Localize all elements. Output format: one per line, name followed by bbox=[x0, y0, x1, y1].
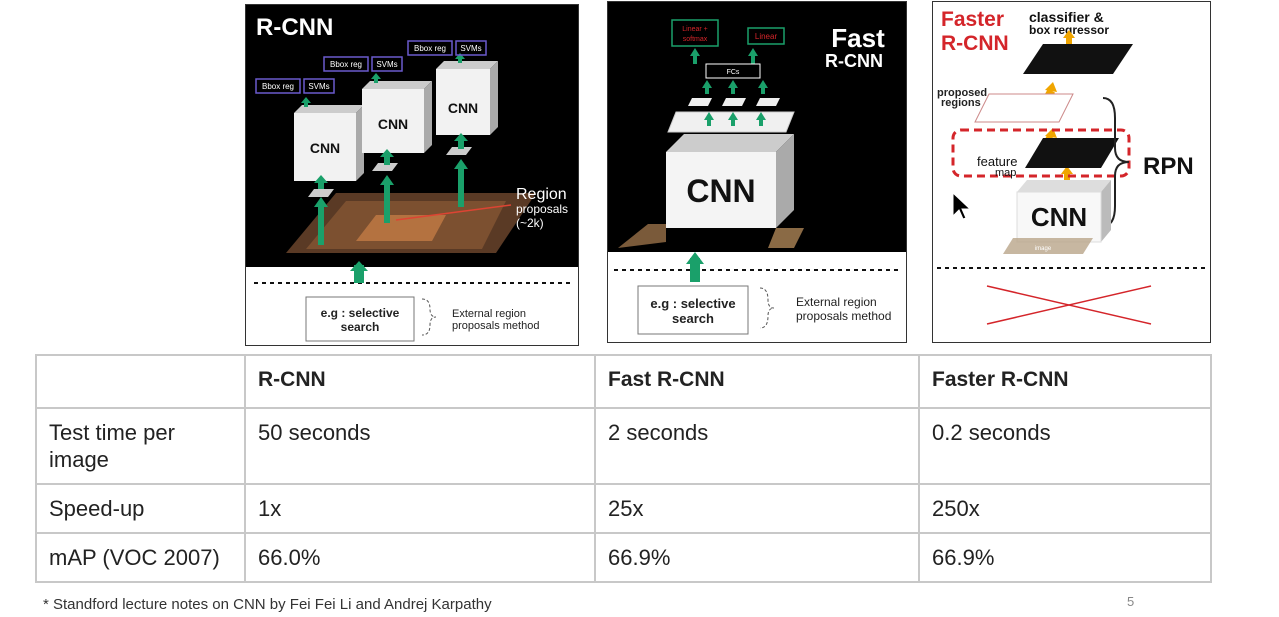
proposed-regions-label: proposed bbox=[937, 87, 987, 99]
fast-rcnn-diagram: Fast R-CNN Linear + softmax Linear FCs bbox=[607, 1, 907, 343]
table-cell: 2 seconds bbox=[594, 407, 920, 485]
bbox-reg-label-3: Bbox reg bbox=[414, 44, 446, 53]
svg-text:CNN: CNN bbox=[310, 140, 340, 156]
svg-text:box regressor: box regressor bbox=[1029, 23, 1109, 37]
table-row: mAP (VOC 2007) 66.0% 66.9% 66.9% bbox=[35, 532, 1212, 583]
cnn-box-2: CNN bbox=[362, 81, 432, 153]
table-header-cell bbox=[35, 354, 246, 409]
table-cell: 50 seconds bbox=[244, 407, 596, 485]
proposals-label: proposals bbox=[516, 202, 568, 216]
svg-text:softmax: softmax bbox=[683, 36, 708, 43]
table-row: Test time per image 50 seconds 2 seconds… bbox=[35, 407, 1212, 485]
svg-text:CNN: CNN bbox=[448, 100, 478, 116]
table-header-cell: R-CNN bbox=[244, 354, 596, 409]
fcs-label: FCs bbox=[727, 69, 740, 76]
table-cell: mAP (VOC 2007) bbox=[35, 532, 246, 583]
table-cell: 250x bbox=[918, 483, 1212, 534]
rcnn-diagram: R-CNN CNN CNN CNN bbox=[245, 4, 579, 346]
fast-rcnn-title: Fast bbox=[831, 23, 885, 53]
linear-softmax-label: Linear + bbox=[682, 26, 708, 33]
table-cell: 0.2 seconds bbox=[918, 407, 1212, 485]
up-arrows bbox=[301, 53, 468, 245]
svg-text:map: map bbox=[995, 167, 1016, 179]
svg-text:CNN: CNN bbox=[686, 173, 755, 209]
svg-text:CNN: CNN bbox=[378, 116, 408, 132]
svg-text:search: search bbox=[672, 311, 714, 326]
table-cell: 66.0% bbox=[244, 532, 596, 583]
cnn-box-1: CNN bbox=[294, 105, 364, 181]
table-header-cell: Faster R-CNN bbox=[918, 354, 1212, 409]
table-header-row: R-CNN Fast R-CNN Faster R-CNN bbox=[35, 354, 1212, 409]
svms-label-2: SVMs bbox=[376, 60, 397, 69]
feature-map-label: feature bbox=[977, 154, 1017, 169]
rpn-dashed-box bbox=[951, 128, 1131, 178]
faster-rcnn-title: Faster bbox=[941, 8, 1004, 31]
table-cell: Speed-up bbox=[35, 483, 246, 534]
footnote: * Standford lecture notes on CNN by Fei … bbox=[43, 596, 492, 613]
comparison-table: R-CNN Fast R-CNN Faster R-CNN Test time … bbox=[35, 354, 1212, 583]
proposal-count-label: (~2k) bbox=[516, 216, 544, 230]
fast-selective-search-box: e.g : selective bbox=[650, 296, 735, 311]
svg-text:proposals method: proposals method bbox=[796, 309, 891, 323]
svms-label-3: SVMs bbox=[460, 44, 481, 53]
svg-text:CNN: CNN bbox=[1031, 202, 1087, 232]
table-cell: 25x bbox=[594, 483, 920, 534]
faster-rcnn-diagram: Faster R-CNN classifier & box regressor … bbox=[932, 1, 1211, 343]
classifier-label: classifier & bbox=[1029, 9, 1104, 25]
table-cell: 66.9% bbox=[918, 532, 1212, 583]
svg-text:R-CNN: R-CNN bbox=[825, 51, 883, 71]
mouse-cursor-icon bbox=[952, 191, 972, 227]
svg-text:search: search bbox=[341, 320, 380, 334]
bbox-reg-label-2: Bbox reg bbox=[330, 60, 362, 69]
table-header-cell: Fast R-CNN bbox=[594, 354, 920, 409]
svg-text:proposals method: proposals method bbox=[452, 320, 539, 332]
selective-search-box: e.g : selective bbox=[321, 306, 400, 320]
table-row: Speed-up 1x 25x 250x bbox=[35, 483, 1212, 534]
fast-cnn-box: CNN bbox=[666, 134, 794, 228]
table-cell: Test time per image bbox=[35, 407, 246, 485]
image-label: image bbox=[1035, 246, 1052, 252]
fast-external-region-note: External region bbox=[796, 295, 877, 309]
faster-cnn-box: CNN bbox=[1016, 180, 1111, 243]
linear-label: Linear bbox=[755, 32, 778, 41]
svg-text:R-CNN: R-CNN bbox=[941, 32, 1009, 55]
table-cell: 66.9% bbox=[594, 532, 920, 583]
bbox-reg-label-1: Bbox reg bbox=[262, 82, 294, 91]
table-cell: 1x bbox=[244, 483, 596, 534]
svms-label-1: SVMs bbox=[308, 82, 329, 91]
rpn-label: RPN bbox=[1143, 153, 1194, 180]
region-label: Region bbox=[516, 186, 567, 203]
page-number: 5 bbox=[1127, 594, 1135, 609]
rcnn-title: R-CNN bbox=[256, 14, 333, 41]
cnn-box-3: CNN bbox=[436, 61, 498, 135]
svg-text:regions: regions bbox=[941, 97, 981, 109]
external-region-note: External region bbox=[452, 308, 526, 320]
